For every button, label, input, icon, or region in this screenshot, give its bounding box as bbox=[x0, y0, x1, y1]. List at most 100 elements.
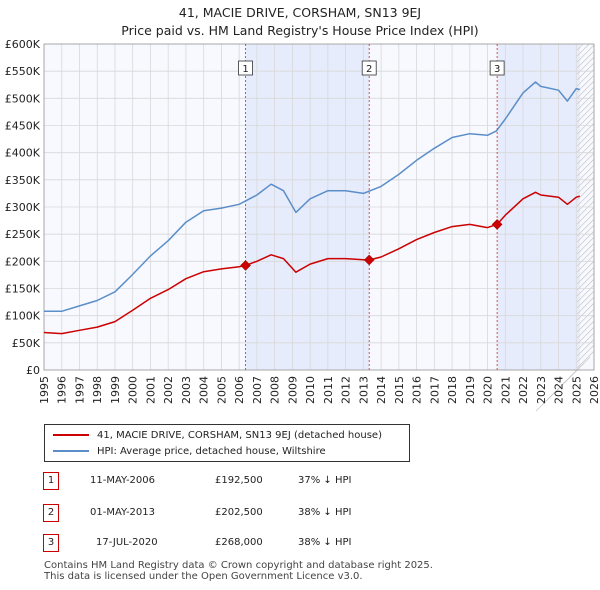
y-tick-label: £600K bbox=[5, 38, 41, 51]
future-hatch-line bbox=[576, 98, 595, 117]
series-line-property bbox=[43, 191, 581, 335]
future-hatch-line bbox=[576, 332, 595, 351]
future-hatch-line bbox=[576, 278, 595, 297]
x-tick-label: 2022 bbox=[517, 376, 530, 404]
x-tick-label: 2005 bbox=[215, 376, 228, 404]
y-tick-label: £300K bbox=[5, 201, 41, 214]
future-hatch-line bbox=[576, 128, 595, 147]
chart-title: 41, MACIE DRIVE, CORSHAM, SN13 9EJ Price… bbox=[0, 4, 600, 40]
future-hatch-line bbox=[576, 320, 595, 339]
future-hatch-line bbox=[535, 369, 578, 412]
future-hatch-line bbox=[576, 182, 595, 201]
sale-date: 17-JUL-2020 bbox=[96, 537, 158, 548]
x-tick-label: 2015 bbox=[393, 376, 406, 404]
future-hatch-line bbox=[576, 224, 595, 243]
sale-marker: 2 bbox=[43, 504, 59, 522]
legend-swatch-hpi bbox=[53, 450, 89, 452]
future-hatch-line bbox=[576, 326, 595, 345]
sale-marker-box bbox=[489, 60, 505, 76]
sale-point bbox=[363, 254, 375, 266]
legend-swatch-property bbox=[53, 434, 89, 436]
future-hatch-line bbox=[576, 80, 595, 99]
y-tick-label: £400K bbox=[5, 147, 41, 160]
future-hatch-line bbox=[576, 200, 595, 219]
x-tick-label: 2003 bbox=[180, 376, 193, 404]
y-tick-label: £200K bbox=[5, 255, 41, 268]
sale-hpi-diff: 38% ↓ HPI bbox=[298, 537, 352, 548]
x-tick-label: 2009 bbox=[286, 376, 299, 404]
sale-marker-box bbox=[361, 60, 377, 76]
legend-item-hpi: HPI: Average price, detached house, Wilt… bbox=[53, 445, 326, 459]
x-tick-label: 2023 bbox=[535, 376, 548, 404]
sale-marker-label: 1 bbox=[242, 64, 248, 75]
legend: 41, MACIE DRIVE, CORSHAM, SN13 9EJ (deta… bbox=[44, 424, 410, 462]
y-tick-label: £50K bbox=[12, 337, 41, 350]
future-hatch-line bbox=[576, 338, 595, 357]
future-hatch-line bbox=[576, 284, 595, 303]
x-tick-label: 2016 bbox=[411, 376, 424, 404]
sale-marker-box bbox=[238, 60, 253, 76]
future-hatch-line bbox=[576, 290, 595, 309]
future-hatch-line bbox=[576, 272, 595, 291]
sale-price: £192,500 bbox=[215, 475, 263, 486]
x-tick-label: 2017 bbox=[428, 376, 441, 404]
future-hatch-line bbox=[576, 314, 595, 333]
series-line-hpi bbox=[44, 81, 581, 313]
sale-marker: 3 bbox=[43, 534, 59, 552]
sale-row: 2 01-MAY-2013 £202,500 38% ↓ HPI bbox=[40, 504, 420, 522]
sale-date: 11-MAY-2006 bbox=[90, 475, 156, 486]
future-hatch-line bbox=[576, 242, 595, 261]
future-hatch-line bbox=[576, 194, 595, 213]
sale-marker-label: 3 bbox=[494, 64, 500, 75]
x-tick-label: 2018 bbox=[446, 376, 459, 404]
x-tick-label: 2002 bbox=[162, 376, 175, 404]
x-tick-label: 2014 bbox=[375, 376, 388, 404]
future-hatch-line bbox=[576, 308, 595, 327]
x-tick-label: 2006 bbox=[233, 376, 246, 404]
footer-line-1: Contains HM Land Registry data © Crown c… bbox=[44, 560, 433, 571]
future-hatch-line bbox=[576, 344, 595, 363]
future-hatch-line bbox=[576, 43, 590, 57]
future-hatch-line bbox=[576, 122, 595, 141]
y-tick-label: £500K bbox=[5, 92, 41, 105]
future-hatch-line bbox=[576, 134, 595, 153]
footer-line-2: This data is licensed under the Open Gov… bbox=[44, 571, 363, 582]
x-tick-label: 1998 bbox=[91, 376, 104, 404]
title-line-2: Price paid vs. HM Land Registry's House … bbox=[121, 23, 479, 38]
x-tick-label: 2010 bbox=[304, 376, 317, 404]
future-hatch-line bbox=[576, 164, 595, 183]
y-tick-label: £550K bbox=[5, 65, 41, 78]
x-tick-label: 2007 bbox=[251, 376, 264, 404]
x-tick-label: 1999 bbox=[109, 376, 122, 404]
legend-item-property: 41, MACIE DRIVE, CORSHAM, SN13 9EJ (deta… bbox=[53, 429, 382, 443]
sale-row: 3 17-JUL-2020 £268,000 38% ↓ HPI bbox=[40, 534, 420, 552]
future-hatch-line bbox=[576, 152, 595, 171]
y-tick-label: £0 bbox=[26, 364, 40, 377]
future-hatch-line bbox=[576, 212, 595, 231]
future-hatch-line bbox=[576, 296, 595, 315]
sale-hpi-diff: 37% ↓ HPI bbox=[298, 475, 352, 486]
x-tick-label: 2008 bbox=[269, 376, 282, 404]
sale-marker-label: 2 bbox=[366, 64, 372, 75]
future-hatch-line bbox=[576, 50, 595, 69]
future-hatch-line bbox=[576, 62, 595, 81]
future-hatch-line bbox=[576, 74, 595, 93]
sale-row: 1 11-MAY-2006 £192,500 37% ↓ HPI bbox=[40, 472, 420, 490]
x-tick-label: 2019 bbox=[464, 376, 477, 404]
x-tick-label: 2021 bbox=[499, 376, 512, 404]
x-tick-label: 2001 bbox=[144, 376, 157, 404]
sale-price: £202,500 bbox=[215, 507, 263, 518]
future-hatch-line bbox=[576, 218, 595, 237]
future-hatch-line bbox=[576, 254, 595, 273]
x-tick-label: 2024 bbox=[553, 376, 566, 404]
future-hatch-line bbox=[576, 86, 595, 105]
x-tick-label: 2012 bbox=[340, 376, 353, 404]
title-line-1: 41, MACIE DRIVE, CORSHAM, SN13 9EJ bbox=[178, 5, 422, 20]
future-hatch-line bbox=[576, 206, 595, 225]
future-hatch-line bbox=[576, 188, 595, 207]
price-chart: £0 £50K £100K £150K £200K £250K £300K £350K £400… bbox=[5, 38, 600, 412]
x-tick-label: 1996 bbox=[56, 376, 69, 404]
future-hatch-line bbox=[576, 260, 595, 279]
future-hatch-line bbox=[576, 44, 595, 63]
plot-frame bbox=[43, 43, 595, 371]
